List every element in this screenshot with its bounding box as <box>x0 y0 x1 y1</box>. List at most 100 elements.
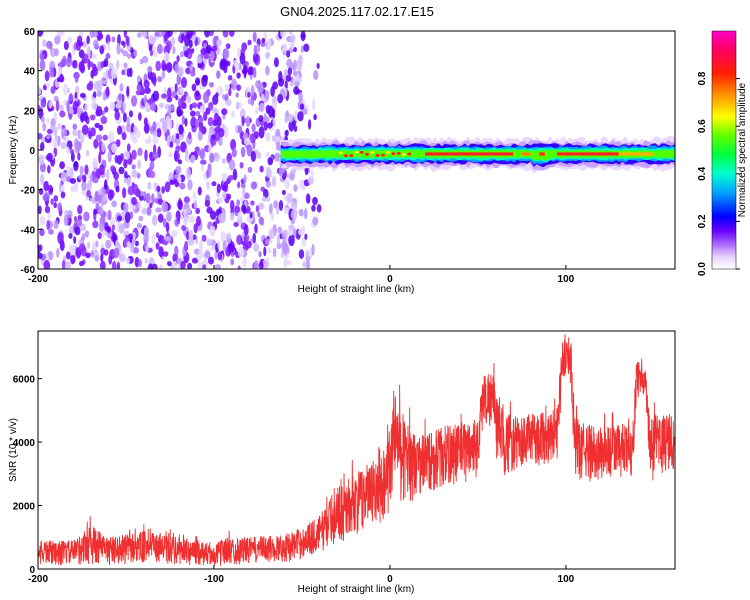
noise-blob <box>163 51 170 64</box>
noise-blob <box>236 72 241 79</box>
noise-blob <box>111 224 116 231</box>
noise-blob <box>50 198 54 205</box>
noise-blob <box>126 85 130 97</box>
noise-blob <box>276 233 281 245</box>
noise-blob <box>98 164 105 176</box>
noise-blob <box>316 203 322 213</box>
noise-blob <box>252 232 257 244</box>
noise-blob <box>184 117 188 127</box>
noise-blob <box>53 202 57 209</box>
noise-blob <box>72 59 78 69</box>
noise-blob <box>247 166 253 173</box>
noise-blob <box>145 244 149 253</box>
noise-blob <box>161 186 165 194</box>
noise-blob <box>66 165 71 174</box>
signal-hotspot <box>349 154 354 158</box>
noise-blob <box>189 110 196 117</box>
noise-blob <box>87 179 93 191</box>
noise-blob <box>103 179 108 190</box>
noise-blob <box>203 111 208 122</box>
noise-blob <box>272 81 279 90</box>
snr-y-label: SNR (10 * v/v) <box>8 418 19 482</box>
noise-blob <box>102 134 108 141</box>
noise-blob <box>144 149 148 162</box>
colorbar-tick-label: 0.4 <box>697 166 708 180</box>
noise-blob <box>78 260 84 267</box>
noise-blob <box>298 208 304 217</box>
noise-blob <box>176 257 182 264</box>
noise-blob <box>174 173 179 180</box>
noise-blob <box>175 94 179 101</box>
noise-blob <box>154 31 160 37</box>
noise-blob <box>239 161 244 169</box>
noise-blob <box>204 31 211 38</box>
noise-blob <box>241 204 246 213</box>
noise-blob <box>255 107 260 115</box>
noise-blob <box>180 31 186 35</box>
noise-blob <box>188 215 195 224</box>
noise-blob <box>240 183 246 189</box>
noise-blob <box>94 122 100 129</box>
noise-blob <box>63 214 69 227</box>
noise-blob <box>200 48 207 56</box>
noise-blob <box>190 116 197 129</box>
noise-blob <box>102 71 106 78</box>
noise-blob <box>42 39 47 48</box>
noise-blob <box>211 107 218 114</box>
noise-blob <box>144 257 148 264</box>
noise-blob <box>190 154 196 163</box>
noise-blob <box>187 179 193 191</box>
noise-blob <box>231 147 237 158</box>
noise-blob <box>80 223 86 232</box>
noise-blob <box>237 210 243 220</box>
noise-blob <box>151 36 156 44</box>
noise-blob <box>59 73 64 83</box>
noise-blob <box>68 107 75 114</box>
noise-blob <box>181 224 187 231</box>
noise-blob <box>276 206 280 215</box>
noise-blob <box>258 126 265 139</box>
noise-blob <box>250 200 255 206</box>
noise-blob <box>190 70 196 77</box>
noise-blob <box>120 48 124 54</box>
noise-blob <box>249 133 256 144</box>
noise-blob <box>118 92 122 101</box>
noise-blob <box>241 42 248 51</box>
noise-blob <box>287 67 292 76</box>
noise-blob <box>246 144 253 157</box>
noise-blob <box>39 52 45 61</box>
noise-blob <box>62 135 69 143</box>
noise-blob <box>313 70 319 80</box>
noise-blob <box>119 83 124 92</box>
noise-blob <box>149 156 154 162</box>
noise-blob <box>198 116 204 124</box>
noise-blob <box>74 72 79 84</box>
noise-blob <box>288 234 295 247</box>
noise-blob <box>172 31 178 35</box>
noise-blob <box>282 229 289 237</box>
noise-blob <box>222 240 227 252</box>
noise-blob <box>123 158 128 169</box>
noise-blob <box>65 251 71 260</box>
noise-blob <box>288 224 295 231</box>
noise-blob <box>284 179 290 190</box>
noise-blob <box>288 119 295 132</box>
noise-blob <box>138 112 142 121</box>
noise-blob <box>149 102 157 111</box>
noise-blob <box>123 31 128 39</box>
noise-blob <box>121 69 125 76</box>
noise-blob <box>191 34 196 42</box>
noise-blob <box>186 31 194 37</box>
noise-blob <box>305 249 310 260</box>
noise-blob <box>204 199 211 208</box>
noise-blob <box>208 101 214 111</box>
snr-x-tick-label: 0 <box>387 574 393 585</box>
noise-blob <box>225 43 231 49</box>
noise-blob <box>265 151 270 158</box>
noise-blob <box>70 151 75 163</box>
noise-blob <box>236 234 243 245</box>
signal-hotspot <box>380 153 385 157</box>
noise-blob <box>38 86 42 95</box>
noise-blob <box>301 185 306 191</box>
